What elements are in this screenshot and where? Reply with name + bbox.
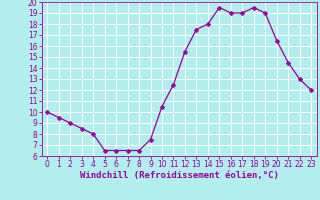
X-axis label: Windchill (Refroidissement éolien,°C): Windchill (Refroidissement éolien,°C) — [80, 171, 279, 180]
